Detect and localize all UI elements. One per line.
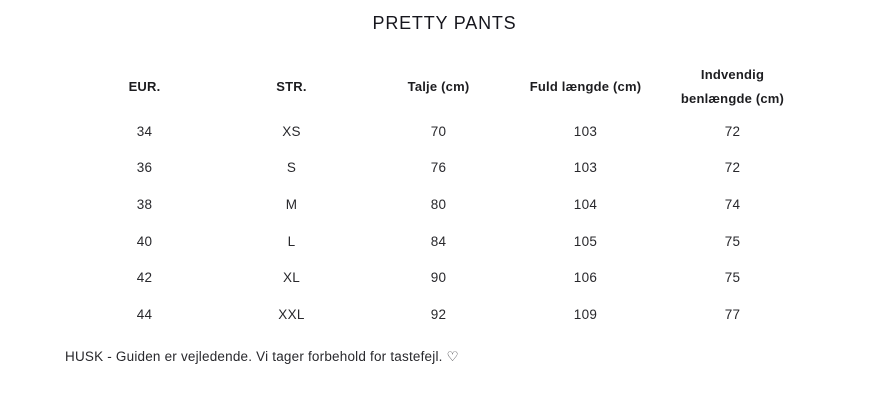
table-cell: 104 [573,196,598,212]
table-cell: 72 [724,160,741,176]
column-header-fuld-laengde: Fuld længde (cm) [512,60,659,113]
table-cell: S [286,160,297,176]
column-header-eur: EUR. [71,60,218,113]
table-cell: 70 [430,123,447,139]
table-cell: M [285,196,298,212]
disclaimer-text: HUSK - Guiden er vejledende. Vi tager fo… [65,349,459,364]
table-cell: L [287,233,296,249]
column-header-str: STR. [218,60,365,113]
column-header-talje: Talje (cm) [365,60,512,113]
table-cell: 80 [430,196,447,212]
column-header-label: Talje (cm) [407,78,470,94]
table-cell: 109 [573,306,598,322]
table-cell: 76 [430,160,447,176]
table-cell: 72 [724,123,741,139]
column-header-label: STR. [276,78,307,94]
table-cell: 75 [724,233,741,249]
table-cell: 38 [136,196,153,212]
table-cell: 84 [430,233,447,249]
size-table: EUR. STR. Talje (cm) Fuld længde (cm) In… [71,60,806,333]
table-cell: 40 [136,233,153,249]
page-title: PRETTY PANTS [372,13,517,33]
table-cell: 90 [430,270,447,286]
column-header-indvendig-benlaengde: Indvendig benlængde (cm) [659,60,806,113]
table-cell: 103 [573,123,598,139]
table-cell: 105 [573,233,598,249]
column-header-label: Fuld længde (cm) [529,78,642,94]
table-cell: 103 [573,160,598,176]
table-cell: XS [282,123,301,139]
table-cell: XXL [278,306,305,322]
column-header-label: Indvendig benlængde (cm) [680,66,785,106]
column-header-label: EUR. [128,78,161,94]
table-cell: 44 [136,306,153,322]
table-cell: 74 [724,196,741,212]
table-cell: 92 [430,306,447,322]
table-cell: 34 [136,123,153,139]
table-cell: 36 [136,160,153,176]
table-cell: XL [282,270,301,286]
table-cell: 77 [724,306,741,322]
table-cell: 106 [573,270,598,286]
table-cell: 42 [136,270,153,286]
table-cell: 75 [724,270,741,286]
